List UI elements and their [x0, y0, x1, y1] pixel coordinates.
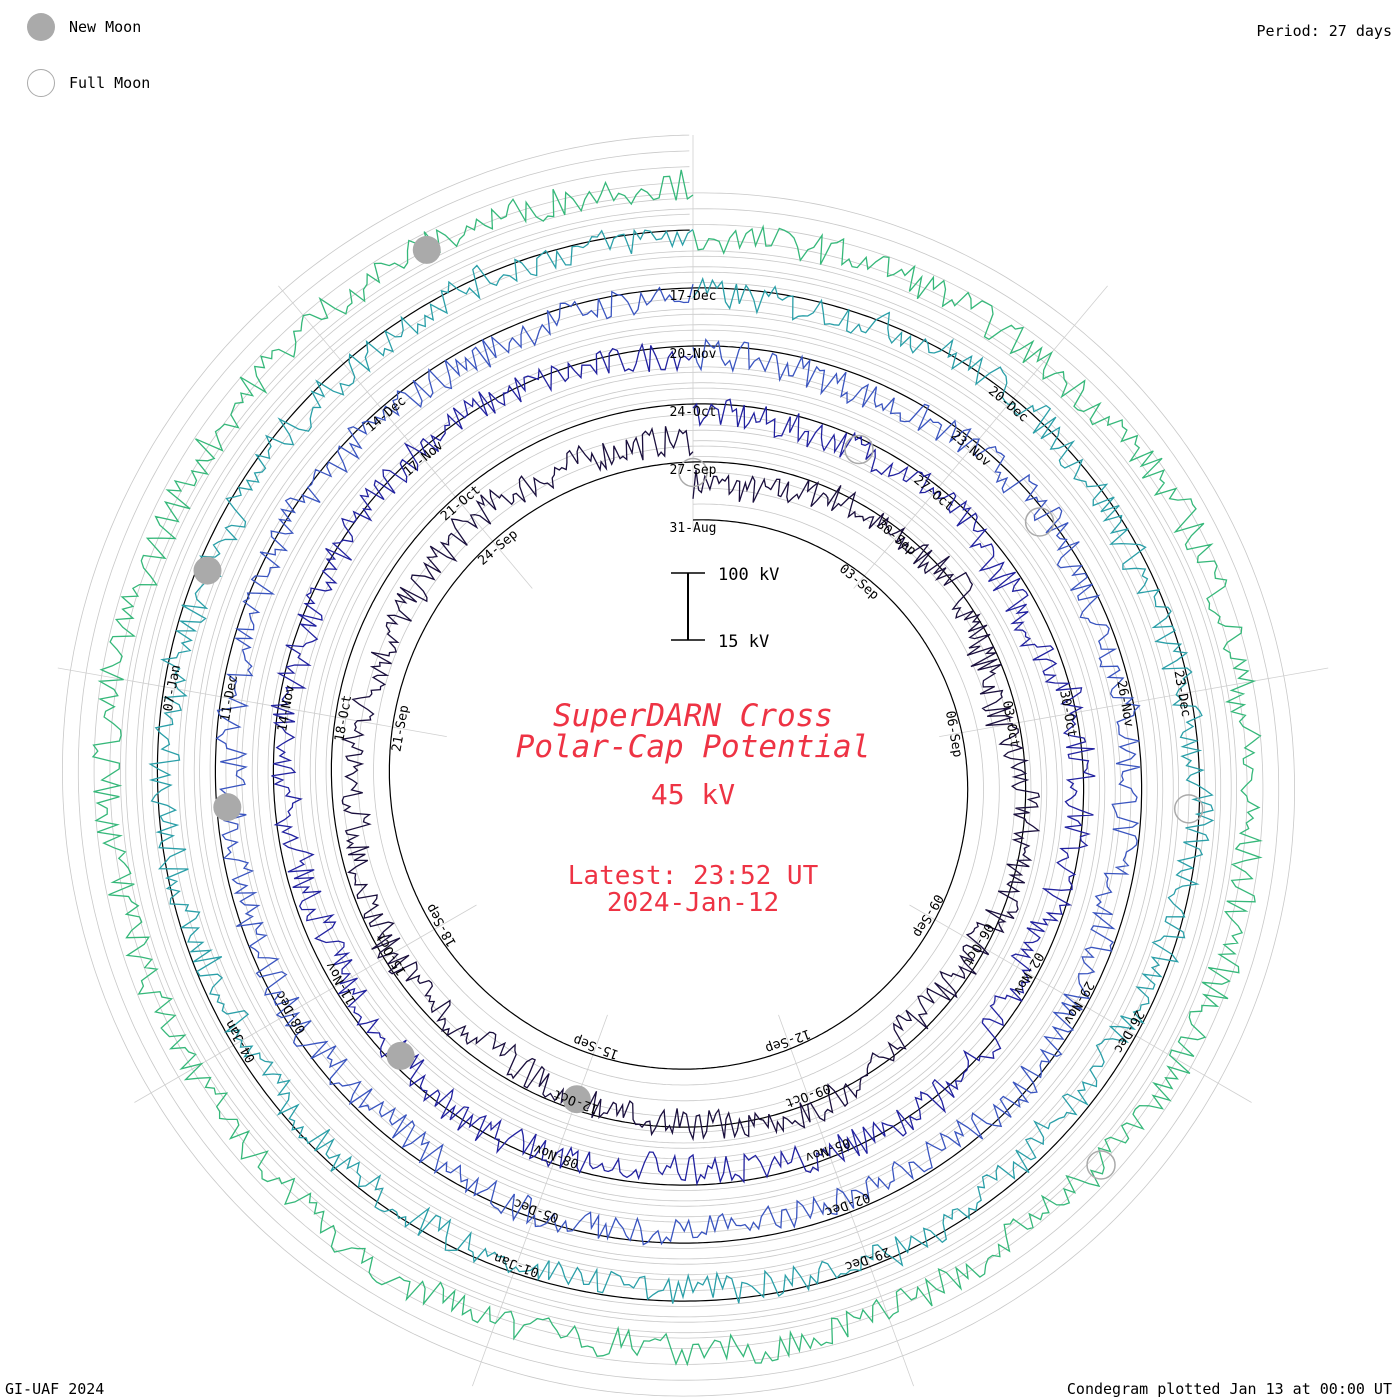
new-moon-marker — [386, 1041, 415, 1070]
date-label: 01-Jan — [492, 1249, 541, 1279]
trace-2 — [270, 342, 1096, 1187]
new-moon-marker — [193, 556, 222, 585]
date-label: 15-Sep — [571, 1031, 620, 1061]
new-moon-marker — [412, 235, 441, 264]
condegram-grid — [57, 134, 1329, 1397]
date-label: 24-Sep — [475, 527, 521, 569]
date-label: 18-Oct — [332, 694, 355, 743]
period-label: Period: 27 days — [1256, 22, 1392, 40]
full-moon-marker — [1173, 794, 1204, 824]
new-moon-marker — [213, 793, 242, 822]
trace-1 — [340, 426, 1041, 1142]
credit-label: GI-UAF 2024 — [5, 1380, 105, 1398]
legend-full-moon-label: Full Moon — [69, 74, 151, 92]
scale-bar: 100 kV 15 kV — [671, 565, 779, 652]
new-moon-marker — [562, 1085, 591, 1114]
date-label: 14-Dec — [364, 394, 410, 436]
trace-3 — [215, 283, 1141, 1246]
spiral-grid-line — [77, 150, 1280, 1381]
plotted-label: Condegram plotted Jan 13 at 00:00 UT — [1066, 1380, 1392, 1398]
date-label: 30-Oct — [1056, 690, 1079, 739]
date-label: 29-Nov — [1060, 978, 1097, 1026]
date-label: 29-Dec — [843, 1244, 892, 1274]
radial-spoke — [778, 1014, 914, 1387]
date-label: 12-Sep — [763, 1026, 812, 1056]
date-label: 17-Dec — [670, 289, 717, 304]
scale-bottom-label: 15 kV — [718, 632, 769, 652]
legend-new-moon-label: New Moon — [69, 18, 142, 36]
new-moon-icon — [27, 13, 55, 41]
trace-5 — [91, 169, 1263, 1367]
date-label: 07-Jan — [161, 664, 184, 713]
latest-time: Latest: 23:52 UT — [568, 861, 819, 891]
radial-spoke — [853, 285, 1108, 589]
legend-new-moon: New Moon — [27, 13, 141, 41]
date-label: 06-Oct — [959, 920, 995, 968]
date-label: 27-Oct — [911, 473, 957, 515]
title-line-1: SuperDARN Cross — [553, 698, 833, 734]
date-label: 31-Aug — [670, 521, 717, 536]
date-label: 30-Sep — [873, 517, 919, 559]
data-traces — [91, 169, 1263, 1367]
date-label: 06-Sep — [942, 710, 965, 759]
current-value: 45 kV — [651, 778, 735, 811]
date-label: 20-Nov — [670, 347, 717, 362]
radial-spoke — [472, 1014, 608, 1387]
date-label: 08-Nov — [532, 1140, 581, 1170]
date-label: 02-Dec — [823, 1189, 872, 1219]
date-label: 11-Dec — [218, 674, 241, 723]
spiral-grid-line — [109, 182, 1248, 1350]
full-moon-marker — [844, 434, 874, 465]
date-label: 03-Sep — [836, 562, 882, 604]
date-label: 09-Sep — [909, 891, 946, 939]
ring-baselines — [156, 229, 1201, 1302]
date-label: 26-Nov — [1113, 679, 1136, 728]
radial-spoke — [909, 904, 1252, 1103]
full-moon-marker — [1086, 1150, 1116, 1180]
title-line-2: Polar-Cap Potential — [516, 729, 871, 765]
radial-spoke — [134, 904, 477, 1103]
date-label: 08-Dec — [273, 988, 309, 1036]
legend-full-moon: Full Moon — [27, 69, 150, 97]
date-label: 20-Dec — [985, 384, 1031, 426]
radial-spoke — [278, 285, 533, 589]
date-label: 24-Oct — [670, 405, 717, 420]
date-label: 11-Nov — [323, 959, 360, 1007]
full-moon-marker — [678, 457, 708, 488]
trace-4 — [148, 228, 1215, 1304]
spiral-grid-line — [61, 134, 1296, 1397]
spiral-grid-line — [93, 166, 1264, 1365]
full-moon-marker — [1024, 507, 1055, 537]
latest-date: 2024-Jan-12 — [607, 888, 779, 918]
date-label: 14-Nov — [275, 684, 298, 733]
date-label: 18-Sep — [423, 901, 460, 949]
center-title: SuperDARN Cross Polar-Cap Potential 45 k… — [516, 698, 871, 918]
date-label: 05-Dec — [512, 1195, 561, 1225]
spiral-grid-line — [125, 198, 1232, 1334]
spiral-grid-line — [141, 213, 1216, 1318]
date-label: 23-Dec — [1170, 669, 1193, 718]
date-label: 21-Oct — [438, 483, 484, 525]
date-label: 21-Sep — [389, 704, 412, 753]
moon-markers — [193, 235, 1204, 1180]
scale-top-label: 100 kV — [718, 565, 779, 585]
full-moon-icon — [27, 69, 55, 97]
spiral-baseline — [156, 229, 1201, 1302]
date-label: 04-Jan — [223, 1017, 259, 1065]
date-label: 17-Nov — [401, 438, 447, 480]
date-label: 27-Sep — [670, 463, 717, 478]
